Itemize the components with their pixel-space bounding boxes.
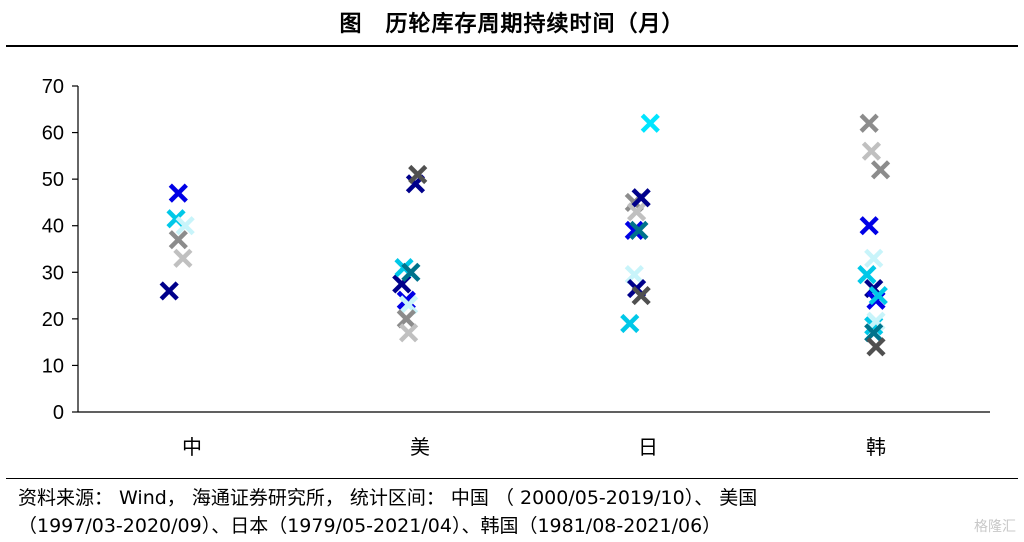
source-note: 资料来源： Wind， 海通证券研究所， 统计区间： 中国 （ 2000/05-… <box>18 484 1018 540</box>
y-tick-label: 60 <box>42 123 64 145</box>
x-category-label: 日 <box>638 435 658 459</box>
data-point <box>624 220 644 240</box>
data-point <box>864 323 884 343</box>
data-point <box>859 113 879 133</box>
data-point <box>631 285 651 306</box>
data-point <box>870 160 891 180</box>
data-point <box>399 323 419 343</box>
scatter-chart: 0 10 20 30 40 50 60 70 中 美 日 韩 <box>42 76 990 459</box>
axes <box>77 86 990 413</box>
data-point <box>627 202 647 222</box>
source-line-2: （1997/03-2020/09）、日本（1979/05-2021/04）、韩国… <box>18 515 722 537</box>
data-point <box>629 220 649 240</box>
data-point <box>868 285 888 306</box>
data-point <box>861 141 882 161</box>
y-tick-label: 0 <box>53 402 64 424</box>
y-tick-label: 50 <box>42 169 64 191</box>
y-tick-label: 70 <box>42 76 64 98</box>
y-tick-label: 10 <box>42 355 64 377</box>
x-category-label: 韩 <box>866 435 886 459</box>
footer-divider <box>6 478 1018 479</box>
chart-title: 图 历轮库存周期持续时间（月） <box>339 12 685 37</box>
data-point <box>857 265 877 285</box>
data-point <box>624 265 644 285</box>
watermark-logo: 格隆汇 <box>974 519 1016 535</box>
data-point <box>168 230 188 250</box>
y-tick-label: 30 <box>42 262 64 284</box>
data-point <box>159 281 179 301</box>
data-point <box>408 164 428 185</box>
x-category-label: 美 <box>410 435 430 459</box>
y-axis-ticks: 0 10 20 30 40 50 60 70 <box>42 76 78 424</box>
data-point <box>864 248 884 268</box>
y-tick-label: 20 <box>42 309 64 331</box>
data-point <box>401 262 421 282</box>
x-category-label: 中 <box>182 435 202 459</box>
data-points <box>159 113 891 357</box>
data-point <box>399 295 419 315</box>
data-point <box>620 313 640 334</box>
data-point <box>631 188 651 208</box>
data-point <box>396 309 416 329</box>
data-point <box>859 216 879 236</box>
data-point <box>173 248 193 268</box>
source-line-1: 资料来源： Wind， 海通证券研究所， 统计区间： 中国 （ 2000/05-… <box>18 487 758 509</box>
data-point <box>640 113 660 133</box>
data-point <box>866 337 886 357</box>
data-point <box>168 183 188 203</box>
title-divider <box>6 45 1018 47</box>
x-axis-categories: 中美日韩 <box>182 435 886 459</box>
data-point <box>175 216 195 236</box>
y-tick-label: 40 <box>42 216 64 238</box>
